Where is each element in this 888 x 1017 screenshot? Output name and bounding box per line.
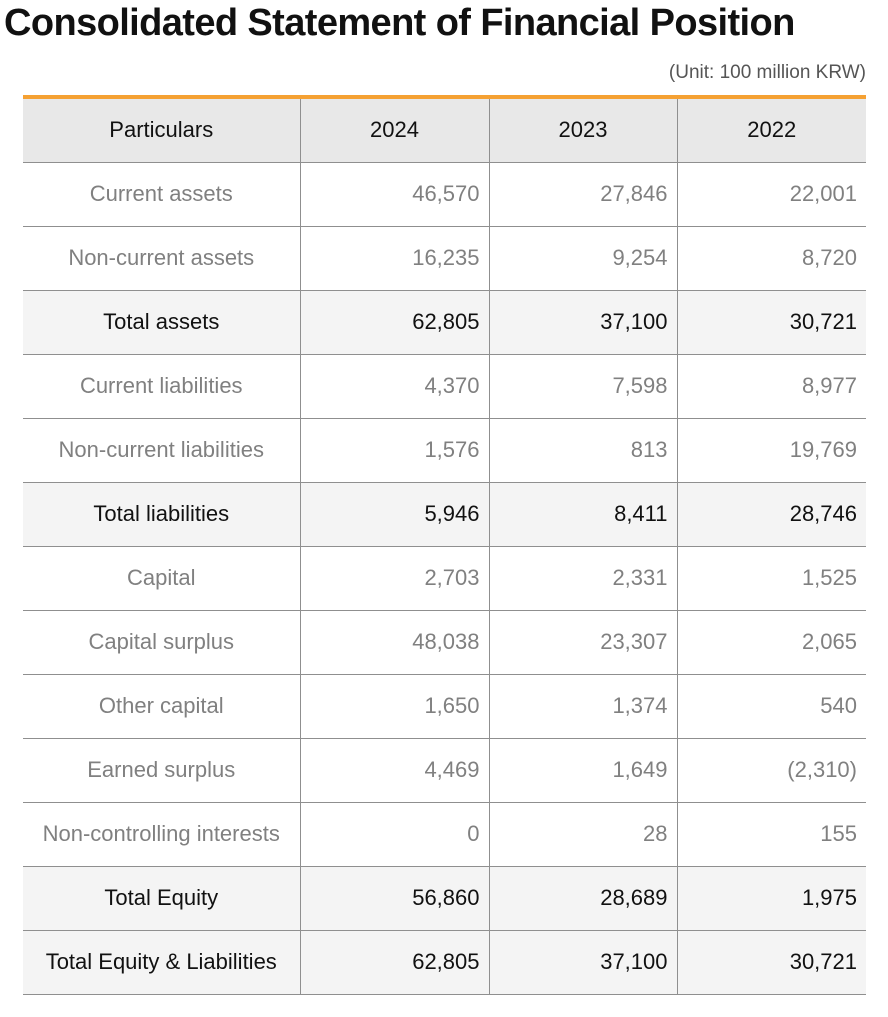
value-cell-2022: 8,720	[676, 226, 866, 291]
table-row-total-assets: Total assets 62,805 37,100 30,721	[23, 290, 866, 355]
header-year-2022: 2022	[676, 99, 866, 163]
header-year-2023: 2023	[488, 99, 677, 163]
value-cell-2023: 27,846	[488, 162, 677, 227]
value-cell-2022: (2,310)	[676, 738, 866, 803]
value-cell-2023: 7,598	[488, 354, 677, 419]
value-cell-2024: 46,570	[299, 162, 489, 227]
row-label: Current assets	[23, 162, 300, 227]
value-cell-2023: 8,411	[488, 482, 677, 547]
value-cell-2023: 2,331	[488, 546, 677, 611]
header-year-2024: 2024	[299, 99, 489, 163]
row-label: Non-controlling interests	[23, 802, 300, 867]
row-label: Total Equity	[23, 866, 300, 931]
value-cell-2024: 56,860	[299, 866, 489, 931]
value-cell-2023: 9,254	[488, 226, 677, 291]
value-cell-2024: 5,946	[299, 482, 489, 547]
table-row-non-current-liabilities: Non-current liabilities 1,576 813 19,769	[23, 418, 866, 483]
unit-note: (Unit: 100 million KRW)	[668, 62, 866, 83]
value-cell-2024: 4,469	[299, 738, 489, 803]
value-cell-2024: 1,650	[299, 674, 489, 739]
table-row-capital: Capital 2,703 2,331 1,525	[23, 546, 866, 611]
table-row-other-capital: Other capital 1,650 1,374 540	[23, 674, 866, 739]
row-label: Capital	[23, 546, 300, 611]
header-particulars: Particulars	[23, 99, 300, 163]
table-row-total-liabilities: Total liabilities 5,946 8,411 28,746	[23, 482, 866, 547]
value-cell-2024: 62,805	[299, 290, 489, 355]
value-cell-2023: 37,100	[488, 290, 677, 355]
value-cell-2022: 30,721	[676, 930, 866, 995]
value-cell-2022: 1,525	[676, 546, 866, 611]
value-cell-2022: 28,746	[676, 482, 866, 547]
table-row-current-assets: Current assets 46,570 27,846 22,001	[23, 162, 866, 227]
value-cell-2022: 2,065	[676, 610, 866, 675]
value-cell-2023: 28	[488, 802, 677, 867]
value-cell-2022: 30,721	[676, 290, 866, 355]
value-cell-2023: 813	[488, 418, 677, 483]
row-label: Capital surplus	[23, 610, 300, 675]
row-label: Non-current liabilities	[23, 418, 300, 483]
row-label: Total Equity & Liabilities	[23, 930, 300, 995]
table-body: Current assets 46,570 27,846 22,001 Non-curr…	[23, 162, 866, 995]
value-cell-2023: 28,689	[488, 866, 677, 931]
financial-table-container: Particulars 2024 2023 2022 Current asset…	[23, 95, 866, 995]
value-cell-2022: 540	[676, 674, 866, 739]
table-row-capital-surplus: Capital surplus 48,038 23,307 2,065	[23, 610, 866, 675]
row-label: Total assets	[23, 290, 300, 355]
financial-position-table: Particulars 2024 2023 2022 Current asset…	[23, 99, 866, 995]
value-cell-2023: 37,100	[488, 930, 677, 995]
value-cell-2023: 23,307	[488, 610, 677, 675]
value-cell-2024: 48,038	[299, 610, 489, 675]
table-row-earned-surplus: Earned surplus 4,469 1,649 (2,310)	[23, 738, 866, 803]
table-row-total-equity: Total Equity 56,860 28,689 1,975	[23, 866, 866, 931]
row-label: Total liabilities	[23, 482, 300, 547]
value-cell-2022: 1,975	[676, 866, 866, 931]
table-header: Particulars 2024 2023 2022	[23, 99, 866, 163]
value-cell-2022: 22,001	[676, 162, 866, 227]
value-cell-2024: 1,576	[299, 418, 489, 483]
value-cell-2023: 1,649	[488, 738, 677, 803]
row-label: Other capital	[23, 674, 300, 739]
value-cell-2022: 8,977	[676, 354, 866, 419]
value-cell-2024: 62,805	[299, 930, 489, 995]
table-row-non-current-assets: Non-current assets 16,235 9,254 8,720	[23, 226, 866, 291]
value-cell-2024: 0	[299, 802, 489, 867]
page-title: Consolidated Statement of Financial Posi…	[4, 2, 795, 44]
table-row-total-equity-and-liabilities: Total Equity & Liabilities 62,805 37,100 30…	[23, 930, 866, 995]
value-cell-2024: 4,370	[299, 354, 489, 419]
value-cell-2024: 2,703	[299, 546, 489, 611]
table-row-non-controlling-interests: Non-controlling interests 0 28 155	[23, 802, 866, 867]
header-row: Particulars 2024 2023 2022	[23, 99, 866, 163]
row-label: Current liabilities	[23, 354, 300, 419]
value-cell-2024: 16,235	[299, 226, 489, 291]
value-cell-2022: 155	[676, 802, 866, 867]
value-cell-2023: 1,374	[488, 674, 677, 739]
table-row-current-liabilities: Current liabilities 4,370 7,598 8,977	[23, 354, 866, 419]
value-cell-2022: 19,769	[676, 418, 866, 483]
row-label: Earned surplus	[23, 738, 300, 803]
row-label: Non-current assets	[23, 226, 300, 291]
